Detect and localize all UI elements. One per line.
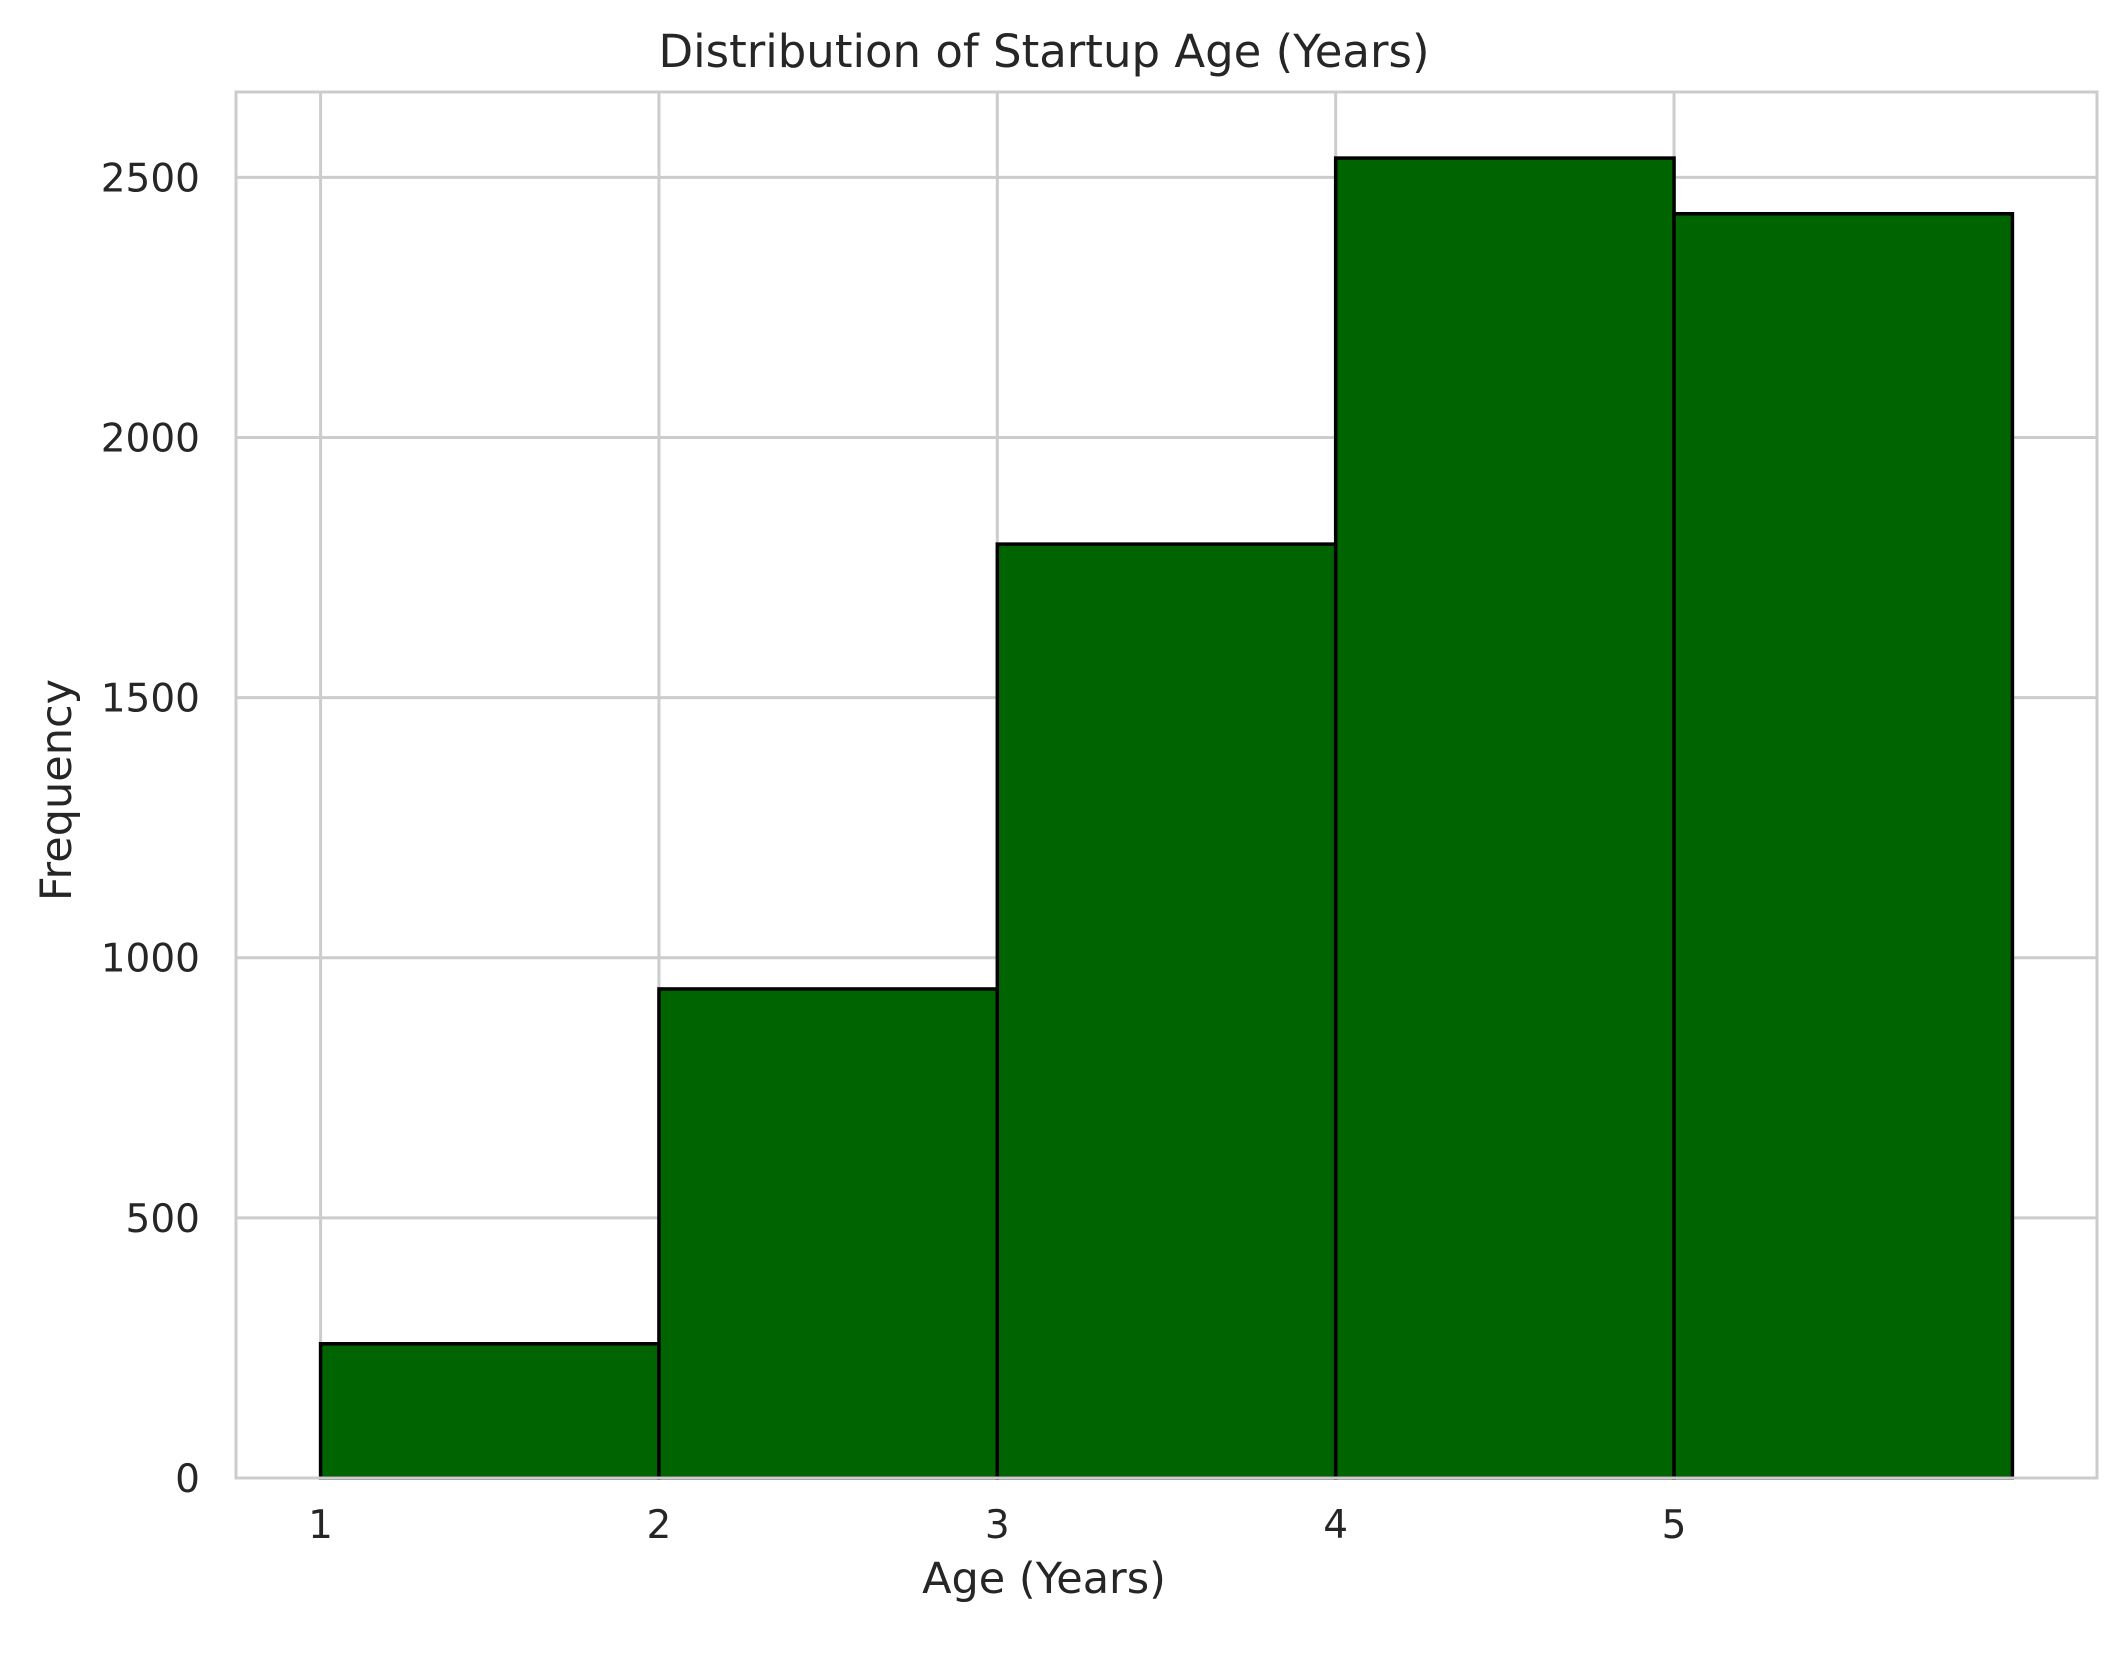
histogram-bar bbox=[1333, 156, 1676, 1480]
x-tick-label: 5 bbox=[1662, 1503, 1687, 1548]
x-tick-label: 3 bbox=[985, 1503, 1010, 1548]
histogram-bar bbox=[995, 542, 1338, 1480]
x-tick-label: 1 bbox=[308, 1503, 333, 1548]
x-axis-label: Age (Years) bbox=[922, 1554, 1166, 1604]
plot-area-frame bbox=[234, 90, 2099, 1480]
histogram-bar bbox=[318, 1342, 661, 1480]
chart-title: Distribution of Startup Age (Years) bbox=[659, 25, 1430, 78]
x-tick-label: 2 bbox=[647, 1503, 672, 1548]
y-tick-labels: 0 500 1000 1500 2000 2500 bbox=[101, 156, 200, 1502]
y-tick-label: 1500 bbox=[101, 677, 200, 722]
histogram-bar bbox=[1672, 211, 2015, 1480]
histogram-bar bbox=[657, 987, 1000, 1480]
y-axis-label: Frequency bbox=[32, 679, 82, 901]
y-tick-label: 1000 bbox=[101, 937, 200, 982]
y-tick-label: 500 bbox=[126, 1197, 200, 1242]
histogram-bars bbox=[318, 156, 2015, 1480]
x-tick-labels: 1 2 3 4 5 bbox=[308, 1503, 1686, 1548]
y-tick-label: 0 bbox=[175, 1457, 200, 1502]
y-tick-label: 2500 bbox=[101, 156, 200, 201]
x-tick-label: 4 bbox=[1323, 1503, 1348, 1548]
y-tick-label: 2000 bbox=[101, 416, 200, 461]
